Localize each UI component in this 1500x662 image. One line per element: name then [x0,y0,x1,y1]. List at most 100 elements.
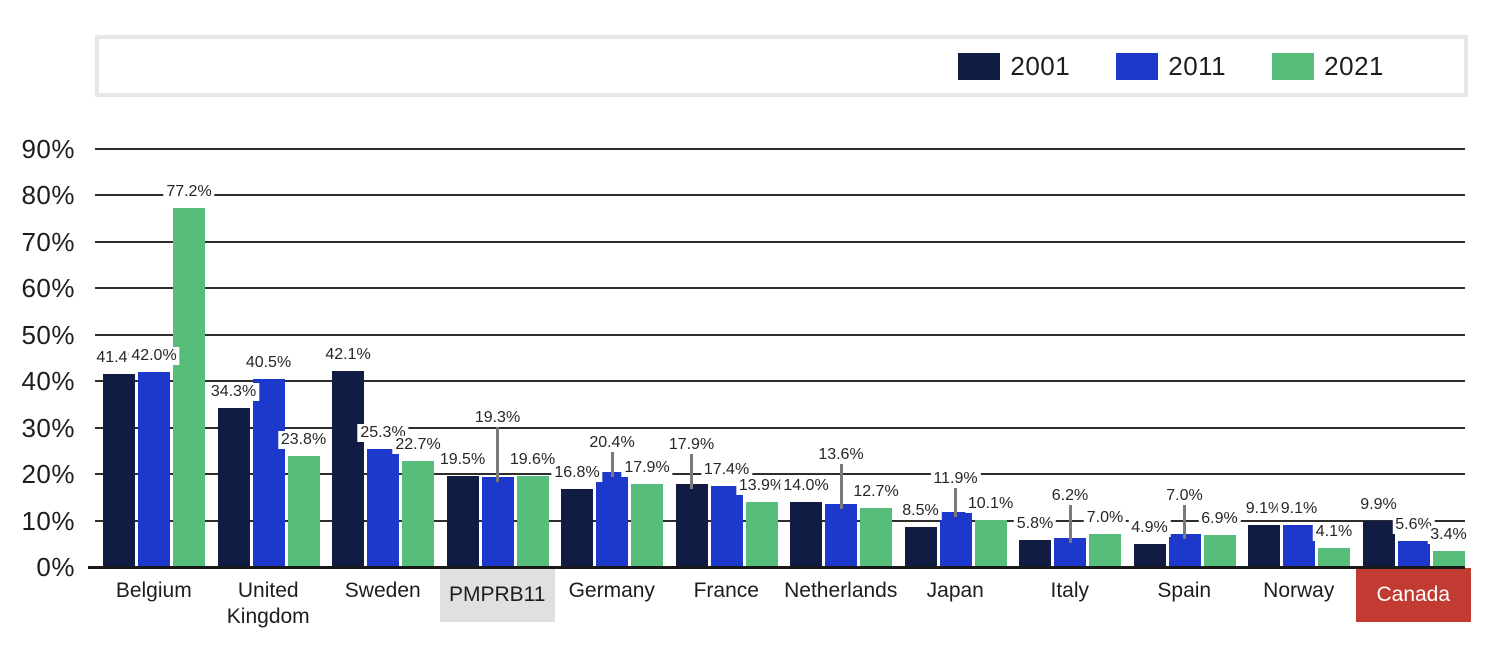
x-axis-label-netherlands: Netherlands [784,579,898,602]
value-label-france-2021: 13.9% [735,477,788,496]
bar-netherlands-2011 [825,503,857,567]
value-label-pmprb11-2021: 19.6% [506,450,559,469]
bar-canada-2021 [1432,551,1465,567]
bar-spain-2021 [1203,534,1236,567]
y-axis-label-20%: 20% [21,459,75,489]
value-label-japan-2021: 10.1% [964,495,1017,514]
leader-line-italy-2011 [1068,505,1072,544]
bar-canada-2011 [1397,540,1430,567]
value-label-italy-2011: 6.2% [1048,487,1092,506]
value-label-germany-2021: 17.9% [621,458,673,477]
leader-line-netherlands-2011 [839,463,843,509]
bar-sweden-2021 [402,461,434,567]
gridline-40% [95,380,1465,382]
y-axis-label-40%: 40% [21,366,75,396]
x-axis-label-italy: Italy [1050,579,1089,602]
legend-label-2001: 2001 [1010,50,1071,81]
x-axis-label-norway: Norway [1263,579,1335,602]
y-axis-label-30%: 30% [21,412,75,443]
bar-france-2021 [745,502,778,567]
x-axis-label-germany: Germany [568,579,655,602]
gridline-20% [95,473,1465,475]
bar-united-kingdom-2021 [287,456,320,567]
y-axis-label-90%: 90% [21,133,75,164]
x-axis-baseline [88,566,1465,569]
leader-line-japan-2011 [954,487,957,517]
bar-sweden-2011 [367,449,399,567]
y-axis-label-0%: 0% [36,552,75,582]
bar-netherlands-2021 [860,507,892,567]
bar-spain-2001 [1133,544,1166,567]
gridline-70% [95,240,1465,243]
bar-spain-2011 [1168,534,1201,567]
bar-pmprb11-2021 [516,475,549,567]
value-label-canada-2011: 5.6% [1392,515,1435,534]
value-label-spain-2001: 4.9% [1128,519,1171,538]
bar-italy-2001 [1019,540,1051,567]
gridline-50% [95,333,1465,336]
x-axis-label-sweden: Sweden [344,579,421,602]
value-label-united-kingdom-2021: 23.8% [277,431,330,450]
legend-swatch-2021 [1272,52,1315,80]
x-axis-label-france: France [693,579,759,602]
value-label-norway-2011: 9.1% [1277,499,1321,518]
bar-belgium-2021 [173,208,205,567]
bar-germany-2001 [561,488,593,567]
value-label-norway-2021: 4.1% [1312,522,1356,541]
bar-japan-2021 [974,520,1007,567]
gridline-10% [95,519,1465,522]
value-label-spain-2011: 7.0% [1163,487,1206,506]
bar-united-kingdom-2001 [217,407,250,567]
value-label-belgium-2021: 77.2% [163,183,215,202]
legend-item-2011: 2011 [1116,51,1226,82]
gridline-60% [95,287,1465,289]
y-axis-label-50%: 50% [21,319,75,350]
bar-pmprb11-2001 [446,476,479,567]
value-label-spain-2021: 6.9% [1198,509,1241,528]
y-axis-label-10%: 10% [21,505,75,536]
bar-germany-2011 [596,472,628,567]
value-label-france-2001: 17.9% [665,435,718,454]
value-label-japan-2011: 11.9% [930,469,981,488]
bar-sweden-2001 [332,371,364,567]
value-label-pmprb11-2011: 19.3% [471,409,524,428]
legend-label-2011: 2011 [1168,50,1227,81]
leader-line-france-2001 [690,453,693,489]
bar-canada-2001 [1362,520,1395,567]
legend-swatch-2011 [1116,52,1159,80]
bar-italy-2021 [1089,534,1121,567]
value-label-germany-2001: 16.8% [551,463,603,482]
value-label-sweden-2001: 42.1% [322,346,374,365]
value-label-netherlands-2001: 14.0% [780,476,832,495]
bar-united-kingdom-2011 [252,378,285,567]
gridline-30% [95,426,1465,429]
x-axis-label-pmprb11: PMPRB11 [439,568,555,622]
value-label-sweden-2021: 22.7% [392,436,444,455]
value-label-united-kingdom-2001: 34.3% [207,382,260,401]
leader-line-pmprb11-2011 [496,427,499,483]
bar-france-2001 [675,483,708,567]
value-label-united-kingdom-2011: 40.5% [242,353,295,372]
leader-line-germany-2011 [610,452,614,478]
bar-norway-2001 [1248,524,1280,567]
bar-belgium-2001 [103,374,135,567]
value-label-germany-2011: 20.4% [586,434,638,453]
bar-pmprb11-2011 [481,477,514,567]
bar-germany-2021 [631,483,663,567]
bar-japan-2011 [939,511,972,567]
value-label-norway-2001: 9.1% [1242,499,1286,518]
bar-norway-2011 [1283,524,1315,567]
value-label-italy-2021: 7.0% [1083,509,1127,528]
bar-netherlands-2001 [790,501,822,567]
gridline-90% [95,147,1465,150]
leader-line-spain-2011 [1183,505,1186,540]
value-label-netherlands-2021: 12.7% [850,482,902,501]
value-label-netherlands-2011: 13.6% [815,445,867,464]
bar-belgium-2011 [138,371,170,567]
value-label-france-2011: 17.4% [700,461,753,480]
value-label-japan-2001: 8.5% [899,502,942,521]
legend-label-2021: 2021 [1324,50,1384,81]
bar-norway-2021 [1318,547,1350,567]
y-axis-label-70%: 70% [21,226,75,257]
